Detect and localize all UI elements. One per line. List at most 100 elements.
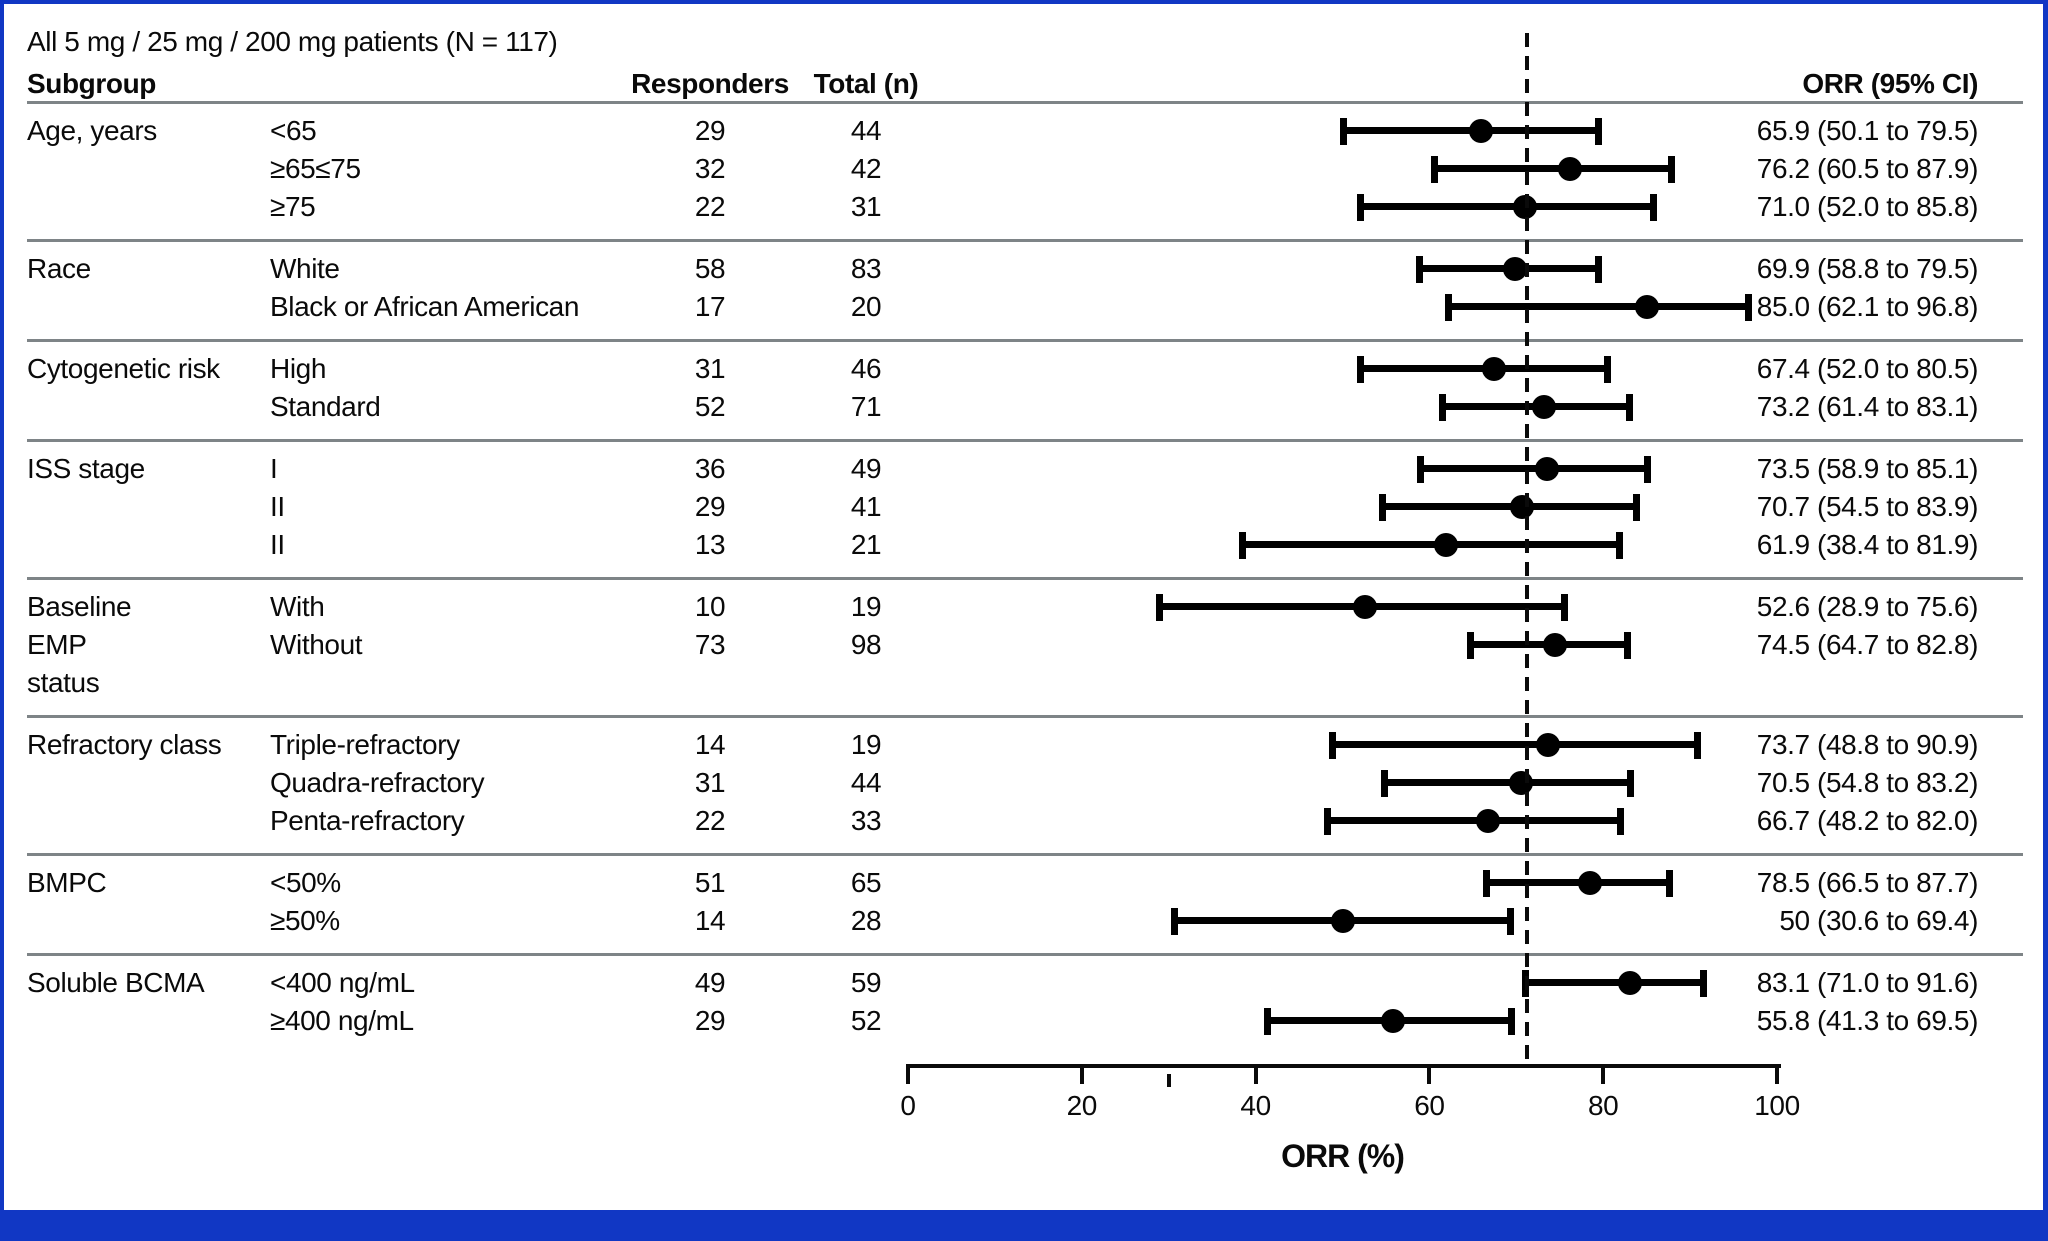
category-label: Standard: [270, 391, 381, 422]
table-row: ≥75 22 31 71.0 (52.0 to 85.8): [0, 188, 2048, 226]
responders-value: 51: [694, 867, 726, 898]
ci-cap-right: [1643, 456, 1651, 483]
table-row: <50% 51 65 78.5 (66.5 to 87.7): [0, 864, 2048, 902]
ci-cap-right: [1649, 194, 1657, 221]
frame-border-right: [2043, 0, 2048, 1241]
axis-tick: [1775, 1064, 1779, 1084]
subgroup-label: Baseline EMP status: [27, 588, 132, 702]
table-row: II 29 41 70.7 (54.5 to 83.9): [0, 488, 2048, 526]
total-value: 20: [850, 291, 882, 322]
table-row: Penta-refractory 22 33 66.7 (48.2 to 82.0): [0, 802, 2048, 840]
orr-ci-text: 67.4 (52.0 to 80.5): [1756, 353, 1979, 384]
point-estimate-marker: [1618, 971, 1643, 995]
ci-bar: [1241, 541, 1620, 548]
orr-ci-text: 66.7 (48.2 to 82.0): [1756, 805, 1979, 836]
orr-ci-text: 70.5 (54.8 to 83.2): [1756, 767, 1979, 798]
responders-value: 14: [694, 729, 726, 760]
responders-value: 31: [694, 767, 726, 798]
point-estimate-marker: [1481, 357, 1506, 381]
total-value: 65: [850, 867, 882, 898]
ci-cap-right: [1623, 632, 1631, 659]
responders-value: 10: [694, 591, 726, 622]
responders-value: 52: [694, 391, 726, 422]
ci-cap-left: [1340, 118, 1348, 145]
total-value: 71: [850, 391, 882, 422]
section-separator: [27, 953, 2023, 956]
subgroup-section: Baseline EMP status With 10 19 52.6 (28.9 to 7…: [0, 580, 2048, 718]
orr-ci-text: 70.7 (54.5 to 83.9): [1756, 491, 1979, 522]
ci-bar: [1433, 165, 1672, 172]
total-value: 46: [850, 353, 882, 384]
subgroup-label-line: Refractory class: [27, 729, 222, 760]
point-estimate-marker: [1475, 809, 1500, 833]
axis-tick-label: 100: [1754, 1090, 1800, 1121]
responders-value: 17: [694, 291, 726, 322]
section-separator: [27, 239, 2023, 242]
category-label: ≥75: [270, 191, 316, 222]
table-row: ≥400 ng/mL 29 52 55.8 (41.3 to 69.5): [0, 1002, 2048, 1040]
point-estimate-marker: [1330, 909, 1355, 933]
ci-cap-right: [1745, 294, 1753, 321]
axis-tick-label: 0: [900, 1090, 916, 1121]
responders-value: 36: [694, 453, 726, 484]
header-separator: [27, 101, 2023, 104]
responders-value: 58: [694, 253, 726, 284]
category-label: White: [270, 253, 340, 284]
reference-dashed-line: [1524, 33, 1529, 1064]
ci-cap-left: [1430, 156, 1438, 183]
table-row: I 36 49 73.5 (58.9 to 85.1): [0, 450, 2048, 488]
orr-ci-text: 61.9 (38.4 to 81.9): [1756, 529, 1979, 560]
point-estimate-marker: [1536, 733, 1561, 757]
point-estimate-marker: [1578, 871, 1603, 895]
responders-value: 32: [694, 153, 726, 184]
ci-cap-right: [1667, 156, 1675, 183]
axis-tick: [1253, 1064, 1258, 1084]
orr-ci-text: 69.9 (58.8 to 79.5): [1756, 253, 1979, 284]
x-axis-title: ORR (%): [1281, 1138, 1405, 1174]
ci-bar: [1326, 817, 1621, 824]
ci-cap-left: [1329, 732, 1337, 759]
total-value: 42: [850, 153, 882, 184]
orr-ci-text: 73.5 (58.9 to 85.1): [1756, 453, 1979, 484]
orr-ci-text: 76.2 (60.5 to 87.9): [1756, 153, 1979, 184]
ci-cap-right: [1507, 908, 1515, 935]
point-estimate-marker: [1558, 157, 1583, 181]
orr-ci-text: 73.7 (48.8 to 90.9): [1756, 729, 1979, 760]
ci-cap-left: [1170, 908, 1178, 935]
category-label: ≥50%: [270, 905, 340, 936]
ci-cap-left: [1444, 294, 1452, 321]
ci-cap-left: [1356, 356, 1364, 383]
subgroup-label: Race: [27, 250, 91, 288]
orr-ci-text: 83.1 (71.0 to 91.6): [1756, 967, 1979, 998]
column-header-responders: Responders: [631, 68, 789, 99]
axis-tick: [1079, 1064, 1084, 1084]
subgroup-section: Cytogenetic risk High 31 46 67.4 (52.0 to 80…: [0, 342, 2048, 442]
category-label: Triple-refractory: [270, 729, 460, 760]
category-label: Quadra-refractory: [270, 767, 485, 798]
subgroup-label: BMPC: [27, 864, 107, 902]
ci-cap-left: [1238, 532, 1246, 559]
axis-tick-label: 20: [1066, 1090, 1098, 1121]
point-estimate-marker: [1510, 495, 1535, 519]
ci-cap-left: [1323, 808, 1331, 835]
ci-bar: [1384, 779, 1631, 786]
ci-cap-left: [1263, 1008, 1271, 1035]
ci-cap-right: [1616, 808, 1624, 835]
category-label: With: [270, 591, 325, 622]
frame-border-top: [0, 0, 2048, 4]
section-separator: [27, 339, 2023, 342]
subgroup-section: Refractory class Triple-refractory 14 19 73.…: [0, 718, 2048, 856]
table-row: Black or African American 17 20 85.0 (62.1 …: [0, 288, 2048, 326]
category-label: Without: [270, 629, 363, 660]
category-label: Black or African American: [270, 291, 580, 322]
ci-bar: [1332, 741, 1698, 748]
point-estimate-marker: [1503, 257, 1528, 281]
ci-cap-left: [1378, 494, 1386, 521]
total-value: 31: [850, 191, 882, 222]
table-row: <400 ng/mL 49 59 83.1 (71.0 to 91.6): [0, 964, 2048, 1002]
total-value: 44: [850, 767, 882, 798]
bottom-blue-bar: [0, 1210, 2048, 1241]
total-value: 59: [850, 967, 882, 998]
orr-ci-text: 52.6 (28.9 to 75.6): [1756, 591, 1979, 622]
total-value: 33: [850, 805, 882, 836]
